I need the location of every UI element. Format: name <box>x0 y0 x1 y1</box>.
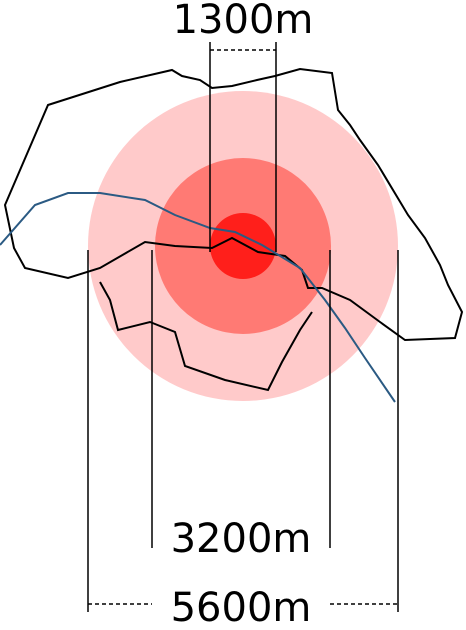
inner-radius-label: 1300m <box>173 0 314 43</box>
area-boundary-lobe <box>99 281 313 392</box>
inner-zone-circle <box>210 213 276 279</box>
river-line <box>0 192 396 403</box>
middle-radius-label: 3200m <box>171 516 312 562</box>
area-boundary <box>3 67 464 342</box>
outer-radius-label: 5600m <box>171 585 312 625</box>
